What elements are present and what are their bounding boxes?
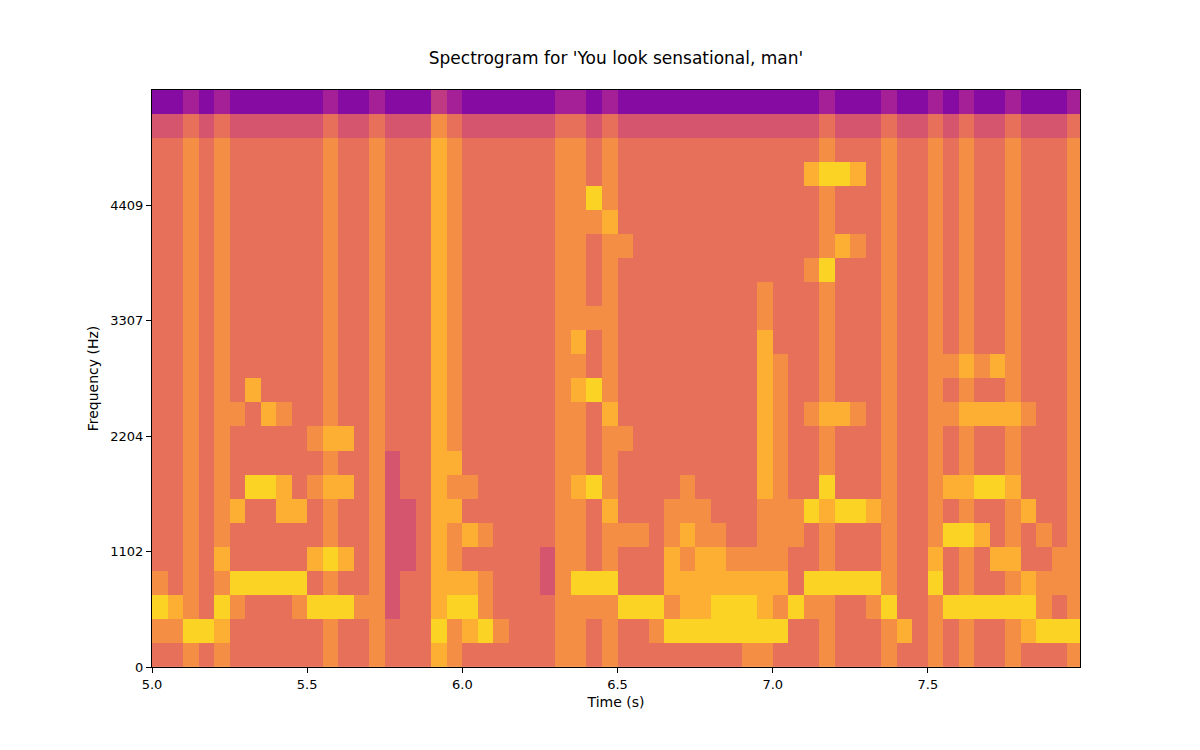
svg-text:7.5: 7.5 [918, 677, 939, 692]
svg-text:7.0: 7.0 [762, 677, 783, 692]
svg-text:6.5: 6.5 [607, 677, 628, 692]
svg-text:0: 0 [135, 660, 143, 675]
svg-text:Frequency (Hz): Frequency (Hz) [85, 326, 101, 432]
svg-text:5.0: 5.0 [142, 677, 163, 692]
svg-text:Spectrogram for 'You look sens: Spectrogram for 'You look sensational, m… [429, 48, 803, 68]
svg-text:2204: 2204 [110, 429, 143, 444]
svg-text:5.5: 5.5 [297, 677, 318, 692]
svg-text:6.0: 6.0 [452, 677, 473, 692]
svg-text:4409: 4409 [110, 198, 143, 213]
svg-text:1102: 1102 [110, 544, 143, 559]
svg-text:3307: 3307 [110, 313, 143, 328]
svg-text:Time (s): Time (s) [587, 694, 645, 710]
